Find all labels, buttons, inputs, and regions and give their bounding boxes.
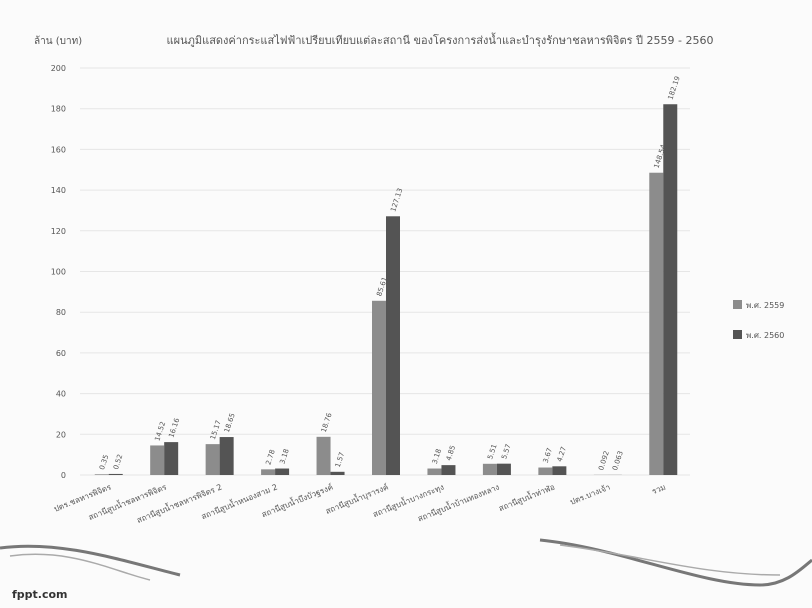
- y-axis-label: ล้าน (บาท): [34, 35, 82, 47]
- data-label: 4.85: [445, 444, 457, 461]
- data-label: 4.27: [556, 446, 568, 463]
- decor-swoosh: [539, 538, 812, 587]
- bar: [205, 444, 220, 475]
- y-tick-label: 180: [51, 105, 66, 114]
- data-label: 18.65: [223, 412, 237, 434]
- bar: [441, 465, 456, 475]
- data-label: 5.51: [486, 443, 498, 460]
- x-tick-label: สถานีสูบน้ำชลหารพิจิตร 2: [135, 481, 224, 526]
- data-label: 5.57: [500, 443, 512, 460]
- data-label: 0.063: [611, 450, 625, 472]
- bar: [316, 436, 331, 475]
- bar: [330, 471, 345, 475]
- data-label: 3.67: [542, 447, 554, 464]
- y-tick-label: 200: [51, 64, 66, 73]
- data-label: 0.092: [597, 450, 611, 472]
- bar: [482, 463, 497, 475]
- bar: [219, 437, 234, 475]
- y-tick-label: 60: [56, 349, 66, 358]
- legend-label: พ.ศ. 2559: [746, 301, 784, 310]
- bar: [649, 172, 664, 475]
- x-tick-label: ปตร.บางเจ้า: [569, 483, 612, 507]
- data-label: 14.52: [153, 421, 167, 443]
- data-label: 18.76: [320, 411, 334, 433]
- legend-swatch: [733, 300, 742, 309]
- y-tick-label: 160: [51, 145, 66, 154]
- data-label: 0.52: [112, 453, 124, 470]
- y-tick-label: 100: [51, 268, 66, 277]
- legend-label: พ.ศ. 2560: [746, 331, 784, 340]
- legend-swatch: [733, 330, 742, 339]
- y-tick-label: 0: [61, 471, 66, 480]
- bar: [261, 469, 276, 475]
- y-tick-label: 20: [56, 430, 66, 439]
- bar: [386, 216, 400, 475]
- bar: [552, 466, 567, 475]
- bar: [372, 300, 386, 475]
- bar: [150, 445, 165, 475]
- data-label: 1.57: [334, 451, 346, 468]
- data-label: 3.18: [278, 448, 290, 465]
- data-label: 16.16: [167, 417, 181, 439]
- bar: [663, 104, 678, 475]
- y-tick-label: 140: [51, 186, 66, 195]
- y-tick-label: 40: [56, 390, 66, 399]
- data-label: 127.13: [389, 187, 404, 213]
- x-tick-label: สถานีสูบน้ำท่าฬ่อ: [497, 481, 557, 515]
- decor-swoosh: [559, 544, 781, 576]
- footer: fppt.com: [12, 588, 68, 601]
- decor-swoosh: [9, 553, 151, 581]
- bar: [94, 474, 109, 475]
- bar: [108, 473, 123, 475]
- bar: [164, 442, 179, 475]
- bar: [538, 467, 553, 475]
- data-label: 2.78: [264, 449, 276, 466]
- bar: [427, 468, 442, 475]
- data-label: 182.19: [667, 75, 682, 101]
- bar: [275, 468, 290, 475]
- data-label: 0.35: [98, 454, 110, 471]
- data-label: 3.18: [431, 448, 443, 465]
- y-tick-label: 120: [51, 227, 66, 236]
- chart-title: แผนภูมิแสดงค่ากระแสไฟฟ้าเปรียบเทียบแต่ละ…: [167, 32, 714, 47]
- decor-swoosh: [0, 544, 181, 577]
- x-tick-label: รวม: [651, 483, 667, 497]
- y-tick-label: 80: [56, 308, 66, 317]
- bar: [496, 463, 511, 475]
